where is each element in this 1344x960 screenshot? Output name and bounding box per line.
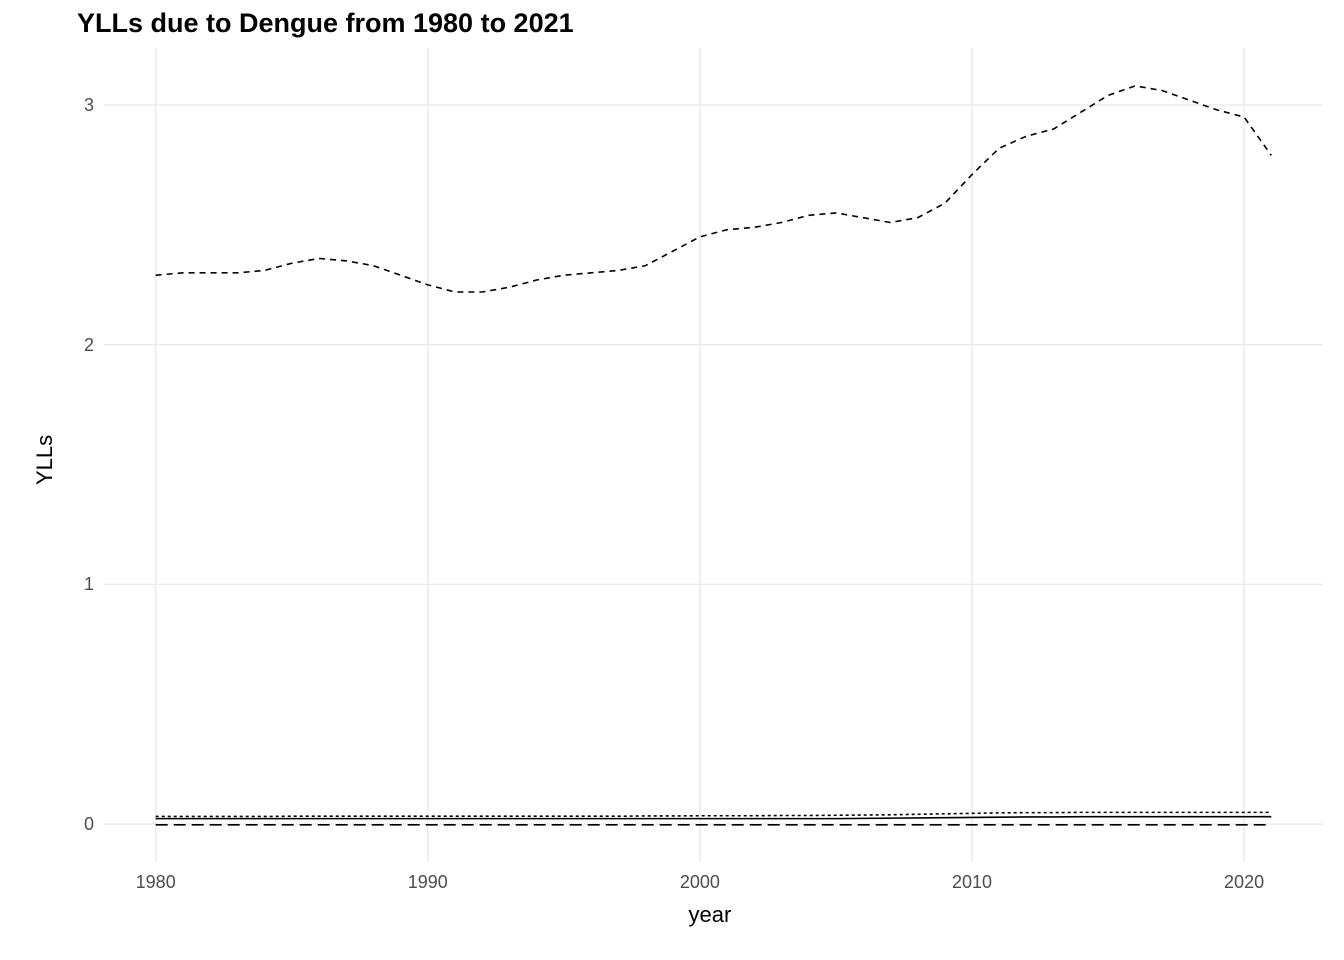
chart-container: YLLs due to Dengue from 1980 to 2021 YLL… [0, 0, 1344, 960]
y-tick-label: 3 [84, 95, 94, 116]
y-tick-label: 1 [84, 574, 94, 595]
y-tick-label: 0 [84, 814, 94, 835]
x-tick-label: 1990 [403, 872, 453, 893]
x-tick-label: 1980 [131, 872, 181, 893]
y-axis-label: YLLs [32, 435, 58, 485]
y-tick-label: 2 [84, 335, 94, 356]
chart-svg [0, 0, 1344, 960]
x-axis-label: year [689, 902, 732, 928]
x-tick-label: 2010 [947, 872, 997, 893]
x-tick-label: 2020 [1219, 872, 1269, 893]
x-tick-label: 2000 [675, 872, 725, 893]
